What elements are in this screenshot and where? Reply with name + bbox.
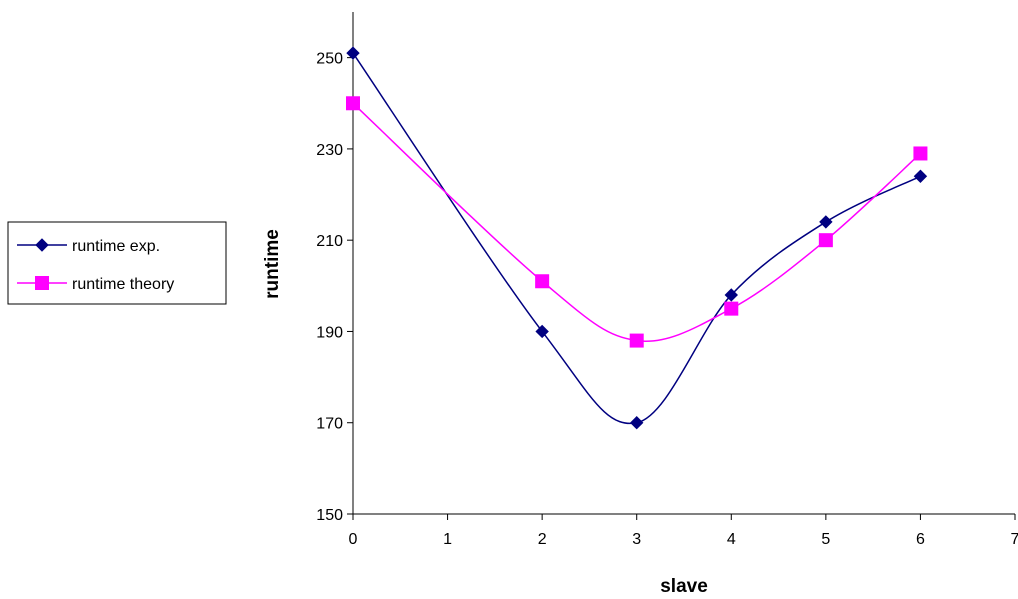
series-layer [346,46,928,430]
legend: runtime exp. runtime theory [7,221,227,305]
series-runtime-theory [346,96,928,348]
y-tick-label: 190 [316,324,343,341]
x-tick-label: 2 [538,531,547,548]
x-tick-label: 0 [349,531,358,548]
series-line [352,102,921,342]
data-point [818,233,833,248]
data-point [724,301,739,316]
legend-item: runtime exp. [17,238,160,255]
data-point [346,46,360,60]
x-tick-label: 7 [1011,531,1018,548]
legend-item: runtime theory [17,276,174,293]
data-point [535,324,549,339]
legend-swatch-marker [35,276,49,290]
data-point [629,333,644,348]
plot-area: 0 1 2 3 4 5 6 7 150 170 190 210 230 250 [316,12,1018,548]
y-tick-label: 250 [316,51,343,68]
y-tick-label: 210 [316,233,343,250]
x-axis-title: slave [660,576,708,597]
y-axis-title: runtime [262,229,283,299]
x-tick-label: 4 [727,531,736,548]
x-tick-label: 6 [916,531,925,548]
series-line [352,52,921,425]
data-point [346,96,360,111]
data-point [913,169,928,183]
data-point [630,416,644,430]
series-runtime-exp [346,46,928,430]
data-point [913,146,928,161]
legend-label: runtime exp. [72,238,160,255]
legend-box [7,221,227,305]
data-point [724,288,738,302]
y-tick-label: 150 [316,507,343,524]
x-ticks: 0 1 2 3 4 5 6 7 [349,514,1018,548]
legend-label: runtime theory [72,276,174,293]
x-tick-label: 3 [632,531,641,548]
data-point [819,215,833,229]
x-tick-label: 1 [443,531,452,548]
legend-swatch-marker [35,238,49,252]
y-ticks: 150 170 190 210 230 250 [316,51,353,524]
y-tick-label: 170 [316,416,343,433]
x-tick-label: 5 [821,531,830,548]
data-point [535,274,550,289]
y-tick-label: 230 [316,142,343,159]
